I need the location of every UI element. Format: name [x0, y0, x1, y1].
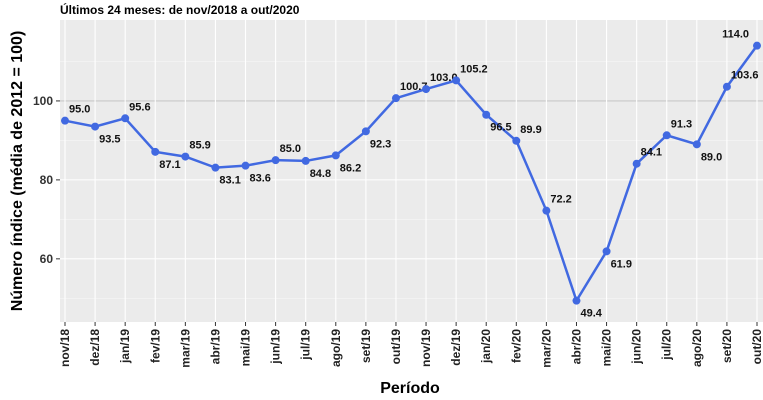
point [61, 116, 69, 125]
y-axis-title: Número índice (média de 2012 = 100) [9, 31, 26, 312]
data-label: 93.5 [99, 134, 120, 146]
point [121, 114, 130, 123]
x-tick-label: jul/20 [660, 329, 674, 361]
data-label: 89.0 [701, 151, 722, 163]
data-label: 92.3 [370, 138, 391, 150]
x-tick-label: set/19 [359, 329, 373, 363]
data-label: 95.6 [129, 101, 150, 113]
point [181, 152, 190, 161]
x-tick-label: out/20 [750, 329, 763, 365]
data-label: 84.8 [310, 168, 331, 180]
point [572, 296, 581, 305]
point [753, 41, 761, 50]
data-label: 87.1 [159, 159, 180, 171]
point [452, 76, 461, 85]
x-tick-label: set/20 [720, 329, 734, 363]
data-label: 100.7 [400, 81, 428, 93]
x-tick-label: abr/19 [208, 329, 222, 365]
data-label: 91.3 [671, 118, 692, 130]
x-tick-label: fev/19 [148, 329, 162, 363]
point [91, 122, 100, 131]
y-tick-label: 60 [40, 252, 54, 266]
point [391, 94, 400, 103]
x-tick-label: jun/19 [269, 329, 283, 365]
point [662, 131, 671, 140]
data-label: 84.1 [641, 147, 662, 159]
x-tick-label: out/19 [389, 329, 403, 365]
series-line [64, 44, 759, 304]
x-tick-label: mai/20 [600, 329, 614, 367]
point [241, 161, 250, 170]
data-label: 96.5 [490, 122, 511, 134]
y-tick-label: 100 [33, 94, 53, 108]
x-tick-label: nov/18 [58, 329, 72, 367]
point [271, 156, 280, 165]
data-label: 72.2 [550, 194, 571, 206]
point [692, 140, 701, 149]
x-tick-label: jan/20 [479, 329, 493, 364]
data-label: 83.6 [250, 173, 271, 185]
data-label: 61.9 [611, 258, 632, 270]
point [512, 136, 521, 145]
point [542, 206, 551, 215]
point [301, 156, 310, 165]
data-label: 89.9 [520, 124, 541, 136]
x-tick-label: fev/20 [509, 329, 523, 363]
chart-title: Últimos 24 meses: de nov/2018 a out/2020 [60, 2, 300, 17]
x-tick-label: nov/19 [419, 329, 433, 367]
point [151, 147, 160, 156]
x-tick-label: jul/19 [299, 329, 313, 361]
data-label: 49.4 [580, 308, 602, 320]
data-label: 86.2 [340, 162, 361, 174]
point [211, 163, 220, 172]
plot-panel [60, 20, 763, 322]
point [482, 110, 491, 119]
point [361, 127, 370, 136]
point [331, 151, 340, 160]
x-tick-label: jun/20 [630, 329, 644, 365]
point [602, 247, 611, 256]
data-label: 103.6 [731, 70, 759, 82]
x-axis-title: Período [380, 380, 440, 397]
data-label: 95.0 [69, 104, 90, 116]
data-label: 103.0 [430, 72, 458, 84]
x-tick-label: mar/19 [178, 329, 192, 368]
x-tick-label: ago/20 [690, 329, 704, 367]
x-tick-label: jan/19 [118, 329, 132, 364]
x-tick-label: ago/19 [329, 329, 343, 367]
x-tick-label: dez/18 [88, 329, 102, 366]
x-tick-label: dez/19 [449, 329, 463, 366]
y-tick-label: 80 [40, 173, 54, 187]
data-label: 85.0 [280, 143, 301, 155]
point [632, 159, 641, 168]
data-label: 105.2 [460, 63, 488, 75]
data-label: 83.1 [219, 175, 240, 187]
data-label: 85.9 [189, 140, 210, 152]
x-tick-label: mar/20 [539, 329, 553, 368]
point [422, 85, 431, 94]
data-label: 114.0 [722, 29, 749, 41]
x-tick-label: abr/20 [569, 329, 583, 365]
x-tick-label: mai/19 [239, 329, 253, 367]
point [722, 82, 731, 91]
